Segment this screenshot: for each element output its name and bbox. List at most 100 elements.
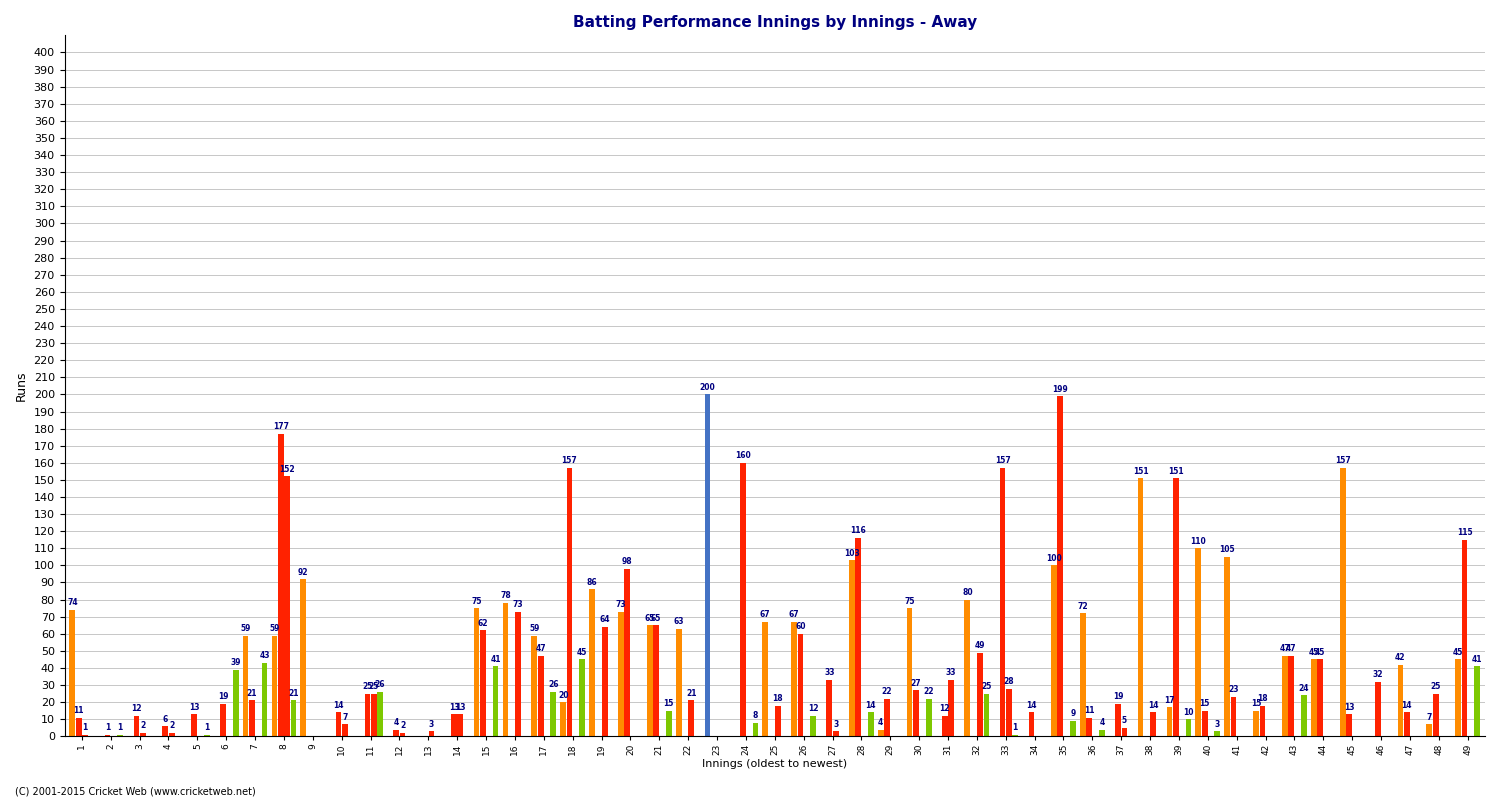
Bar — [537, 656, 543, 736]
Text: 15: 15 — [663, 699, 674, 708]
Bar — [393, 730, 399, 736]
Bar — [602, 627, 608, 736]
Text: 15: 15 — [1251, 699, 1262, 708]
Text: 157: 157 — [561, 456, 578, 466]
Text: 21: 21 — [288, 689, 298, 698]
Text: 100: 100 — [1046, 554, 1062, 563]
Bar — [1167, 707, 1173, 736]
Bar — [878, 730, 884, 736]
Bar — [579, 659, 585, 736]
Bar — [964, 599, 970, 736]
Bar — [399, 733, 405, 736]
Bar — [1185, 719, 1191, 736]
Text: 78: 78 — [500, 591, 512, 601]
Bar — [1202, 710, 1208, 736]
Bar — [162, 726, 168, 736]
Text: 21: 21 — [686, 689, 696, 698]
Text: 65: 65 — [645, 614, 656, 622]
Text: 4: 4 — [878, 718, 884, 727]
Bar — [69, 610, 75, 736]
Text: 151: 151 — [1168, 466, 1184, 476]
Text: 2: 2 — [170, 722, 174, 730]
Text: 20: 20 — [558, 690, 568, 700]
Text: 67: 67 — [760, 610, 771, 619]
Bar — [906, 608, 912, 736]
Text: 25: 25 — [362, 682, 372, 691]
Bar — [884, 698, 890, 736]
Text: 2: 2 — [400, 722, 405, 730]
Bar — [618, 611, 624, 736]
Bar — [810, 716, 816, 736]
Text: 199: 199 — [1053, 385, 1068, 394]
Text: 92: 92 — [298, 567, 309, 577]
Text: 177: 177 — [273, 422, 290, 431]
Text: 13: 13 — [448, 702, 459, 711]
Bar — [452, 714, 458, 736]
Bar — [1100, 730, 1106, 736]
Bar — [1122, 728, 1128, 736]
Bar — [798, 634, 804, 736]
Bar — [1252, 710, 1258, 736]
Text: 21: 21 — [246, 689, 256, 698]
Text: 49: 49 — [975, 641, 986, 650]
Bar — [1224, 557, 1230, 736]
Text: 26: 26 — [548, 680, 558, 690]
Bar — [342, 725, 348, 736]
Bar — [1311, 659, 1317, 736]
Text: 47: 47 — [1286, 645, 1296, 654]
Text: 151: 151 — [1132, 466, 1149, 476]
Bar — [170, 733, 174, 736]
Bar — [1300, 695, 1306, 736]
Text: 43: 43 — [260, 651, 270, 660]
Bar — [1426, 725, 1432, 736]
Bar — [376, 692, 382, 736]
Bar — [117, 734, 123, 736]
Text: 23: 23 — [1228, 686, 1239, 694]
Bar — [849, 560, 855, 736]
Bar — [926, 698, 932, 736]
Bar — [278, 434, 284, 736]
Text: 200: 200 — [699, 383, 715, 392]
Text: 13: 13 — [454, 702, 465, 711]
Bar — [1070, 721, 1076, 736]
Text: 19: 19 — [217, 692, 228, 702]
Bar — [590, 590, 596, 736]
Bar — [666, 710, 672, 736]
Text: 9: 9 — [1071, 710, 1076, 718]
Text: 1: 1 — [117, 723, 123, 732]
Text: 12: 12 — [939, 704, 950, 714]
Text: 10: 10 — [1184, 708, 1194, 717]
Bar — [1317, 659, 1323, 736]
Text: 14: 14 — [865, 701, 876, 710]
Bar — [474, 608, 480, 736]
Bar — [492, 666, 498, 736]
Bar — [82, 734, 88, 736]
Text: 157: 157 — [994, 456, 1011, 466]
Text: 39: 39 — [231, 658, 242, 667]
Bar — [1150, 713, 1156, 736]
Bar — [480, 630, 486, 736]
Bar — [1474, 666, 1480, 736]
Text: 27: 27 — [910, 678, 921, 688]
Bar — [1080, 614, 1086, 736]
Text: 47: 47 — [1280, 645, 1290, 654]
Text: 13: 13 — [189, 702, 200, 711]
Bar — [827, 680, 833, 736]
Bar — [762, 622, 768, 736]
Text: 12: 12 — [130, 704, 141, 714]
Bar — [914, 690, 920, 736]
Text: 41: 41 — [1472, 654, 1482, 664]
Text: 13: 13 — [1344, 702, 1354, 711]
Bar — [531, 635, 537, 736]
Bar — [272, 635, 278, 736]
Bar — [790, 622, 796, 736]
Bar — [705, 394, 711, 736]
Text: 1: 1 — [105, 723, 110, 732]
Text: 4: 4 — [1100, 718, 1104, 727]
Text: 45: 45 — [1308, 648, 1318, 657]
Text: 24: 24 — [1299, 684, 1310, 693]
Text: 11: 11 — [74, 706, 84, 715]
Bar — [134, 716, 140, 736]
Text: 41: 41 — [490, 654, 501, 664]
Bar — [1461, 540, 1467, 736]
